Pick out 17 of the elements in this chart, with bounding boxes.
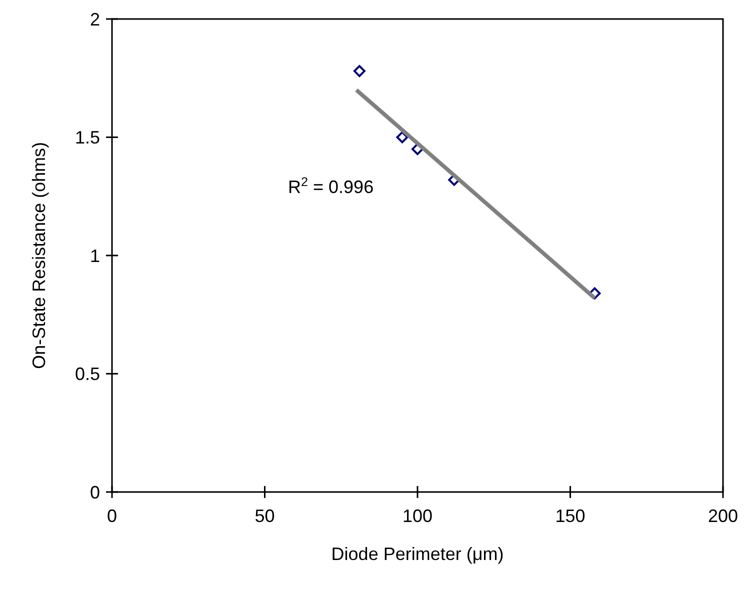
y-tick-label: 1 (90, 246, 100, 266)
x-tick-label: 200 (708, 506, 738, 526)
x-tick-label: 50 (254, 506, 275, 526)
point (588, 287, 601, 300)
x-tick-label: 150 (555, 506, 586, 526)
x-axis-title: Diode Perimeter (μm) (331, 544, 504, 564)
y-tick-label: 0.5 (74, 364, 100, 384)
annotation: R$^{2}$ = 0.996 (288, 175, 374, 197)
x-tick-label: 100 (402, 506, 433, 526)
point (412, 143, 424, 156)
x-tick-label: 0 (106, 506, 118, 526)
y-tick-label: 0 (90, 482, 100, 502)
y-tick-label: 2 (90, 9, 100, 30)
y-tick-label: 1.5 (74, 128, 100, 148)
point (396, 131, 408, 144)
point (353, 65, 366, 78)
y-axis-title: On-State Resistance (ohms) (29, 142, 49, 370)
